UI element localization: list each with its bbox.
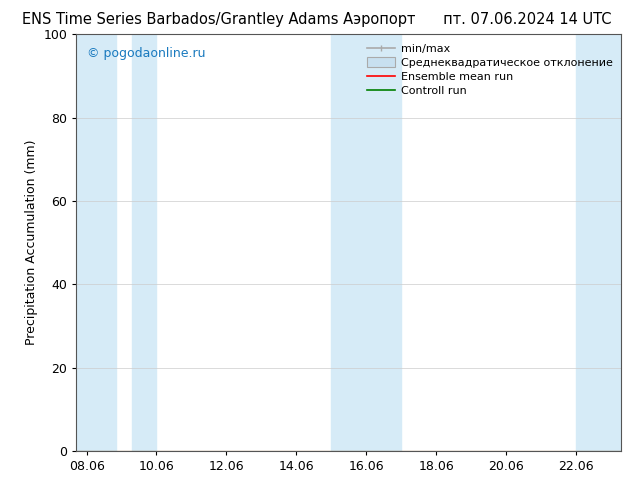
Bar bbox=[576, 34, 621, 451]
Bar bbox=[331, 34, 401, 451]
Y-axis label: Precipitation Accumulation (mm): Precipitation Accumulation (mm) bbox=[25, 140, 37, 345]
Bar bbox=[76, 34, 116, 451]
Text: ENS Time Series Barbados/Grantley Adams Аэропорт      пт. 07.06.2024 14 UTC: ENS Time Series Barbados/Grantley Adams … bbox=[22, 12, 612, 27]
Bar bbox=[132, 34, 157, 451]
Text: © pogodaonline.ru: © pogodaonline.ru bbox=[87, 47, 205, 60]
Legend: min/max, Среднеквадратическое отклонение, Ensemble mean run, Controll run: min/max, Среднеквадратическое отклонение… bbox=[364, 40, 616, 99]
